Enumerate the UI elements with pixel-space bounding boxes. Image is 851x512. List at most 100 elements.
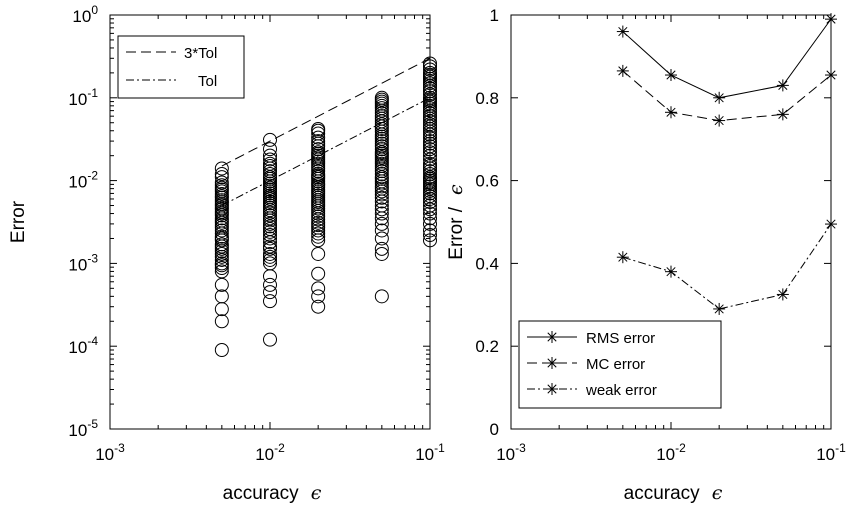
left-x-tick-label: 10-1 — [415, 441, 445, 464]
scatter-point — [311, 299, 326, 314]
left-y-tick-label: 10-3 — [68, 251, 98, 274]
right-y-axis-title: Error / ϵ — [445, 184, 467, 260]
left-y-tick-label-exp: -5 — [87, 417, 98, 431]
scatter-point — [423, 124, 437, 139]
scatter-point — [311, 206, 326, 221]
marker-rms-error — [616, 25, 629, 38]
scatter-point — [374, 194, 389, 209]
scatter-point — [263, 219, 277, 234]
right-axis-ticks — [510, 14, 832, 430]
scatter-point — [374, 190, 389, 205]
scatter-point — [214, 244, 229, 259]
left-y-tick-label: 10-5 — [68, 417, 98, 440]
marker-mc-error — [713, 114, 726, 127]
scatter-point — [374, 164, 389, 179]
marker-weak-error — [665, 265, 677, 278]
scatter-point — [311, 136, 326, 151]
scatter-point — [374, 211, 389, 226]
scatter-point — [423, 186, 437, 201]
scatter-point — [311, 229, 326, 244]
scatter-point — [214, 246, 229, 261]
legend-label-3tol: 3*Tol — [184, 45, 217, 62]
left-reference-lines — [221, 57, 431, 206]
scatter-point — [374, 136, 389, 151]
scatter-point — [263, 152, 277, 167]
right-x-tick-label-exp: -3 — [515, 441, 526, 455]
scatter-point — [311, 266, 326, 281]
scatter-point — [311, 209, 326, 224]
scatter-point — [374, 231, 389, 246]
scatter-point — [263, 285, 277, 300]
right-y-axis-epsilon: ϵ — [445, 184, 467, 195]
scatter-point — [263, 132, 277, 147]
scatter-point — [214, 252, 229, 267]
left-axis-ticks — [109, 14, 431, 430]
right-y-tick-labels: 0 0.2 0.4 0.6 0.8 1 — [475, 6, 499, 439]
left-y-tick-label-exp: 0 — [91, 3, 98, 17]
left-y-tick-label-base: 10 — [68, 421, 87, 440]
right-x-tick-label-exp: -1 — [835, 441, 846, 455]
scatter-point — [214, 223, 229, 238]
scatter-point — [214, 302, 229, 317]
left-y-tick-label-exp: -3 — [87, 251, 98, 265]
scatter-point — [214, 161, 229, 176]
left-y-tick-label-base: 10 — [68, 90, 87, 109]
left-y-axis-title: Error — [8, 200, 29, 243]
scatter-point — [263, 167, 277, 182]
scatter-point — [263, 294, 277, 309]
left-x-tick-label-base: 10 — [415, 445, 434, 464]
scatter-point — [214, 260, 229, 275]
scatter-point — [374, 187, 389, 202]
legend-marker-weak-error — [546, 383, 558, 395]
scatter-point — [263, 231, 277, 246]
scatter-point — [423, 211, 437, 226]
scatter-point — [263, 252, 277, 267]
right-x-tick-label: 10-3 — [496, 441, 526, 464]
marker-weak-error — [713, 302, 726, 315]
scatter-point — [214, 208, 229, 223]
left-y-tick-label: 100 — [72, 3, 98, 26]
left-x-tick-labels: 10-3 10-2 10-1 — [95, 441, 445, 464]
right-y-tick-label: 1 — [490, 6, 499, 25]
left-y-tick-label: 10-2 — [68, 169, 98, 192]
right-x-tick-labels: 10-3 10-2 10-1 — [496, 441, 846, 464]
scatter-point — [311, 223, 326, 238]
marker-mc-error — [616, 64, 629, 77]
legend-marker-rms-error — [546, 331, 558, 343]
scatter-point — [214, 277, 229, 292]
right-x-tick-label: 10-1 — [816, 441, 846, 464]
legend-label-mc-error: MC error — [586, 356, 645, 373]
left-x-tick-label-exp: -3 — [114, 441, 125, 455]
scatter-point — [423, 233, 437, 248]
scatter-point — [311, 203, 326, 218]
scatter-point — [311, 226, 326, 241]
right-legend: RMS error MC error weak error — [518, 320, 722, 409]
scatter-point — [374, 176, 389, 191]
marker-weak-error — [616, 251, 629, 264]
scatter-point — [423, 145, 437, 160]
scatter-point — [263, 249, 277, 264]
legend-label-rms-error: RMS error — [586, 330, 655, 347]
left-y-tick-label-base: 10 — [68, 338, 87, 357]
scatter-point — [214, 170, 229, 185]
scatter-point — [374, 206, 389, 221]
scatter-point — [214, 233, 229, 248]
scatter-point — [263, 277, 277, 292]
right-x-tick-label: 10-2 — [656, 441, 686, 464]
scatter-point — [423, 161, 437, 176]
right-y-tick-label: 0.6 — [475, 172, 499, 191]
scatter-point — [374, 246, 389, 261]
legend-label-weak-error: weak error — [585, 382, 657, 399]
left-y-tick-label-exp: -4 — [87, 334, 98, 348]
reference-line-3tol — [221, 57, 431, 167]
right-y-axis-title-text: Error / — [446, 206, 467, 260]
scatter-point — [214, 258, 229, 273]
marker-mc-error — [776, 108, 789, 121]
left-x-axis-title: accuracy ϵ — [223, 482, 322, 504]
right-legend-items: RMS error MC error weak error — [527, 330, 657, 399]
scatter-point — [374, 241, 389, 256]
right-series-markers — [616, 13, 837, 315]
left-y-tick-label-exp: -1 — [87, 86, 98, 100]
scatter-point — [311, 289, 326, 304]
